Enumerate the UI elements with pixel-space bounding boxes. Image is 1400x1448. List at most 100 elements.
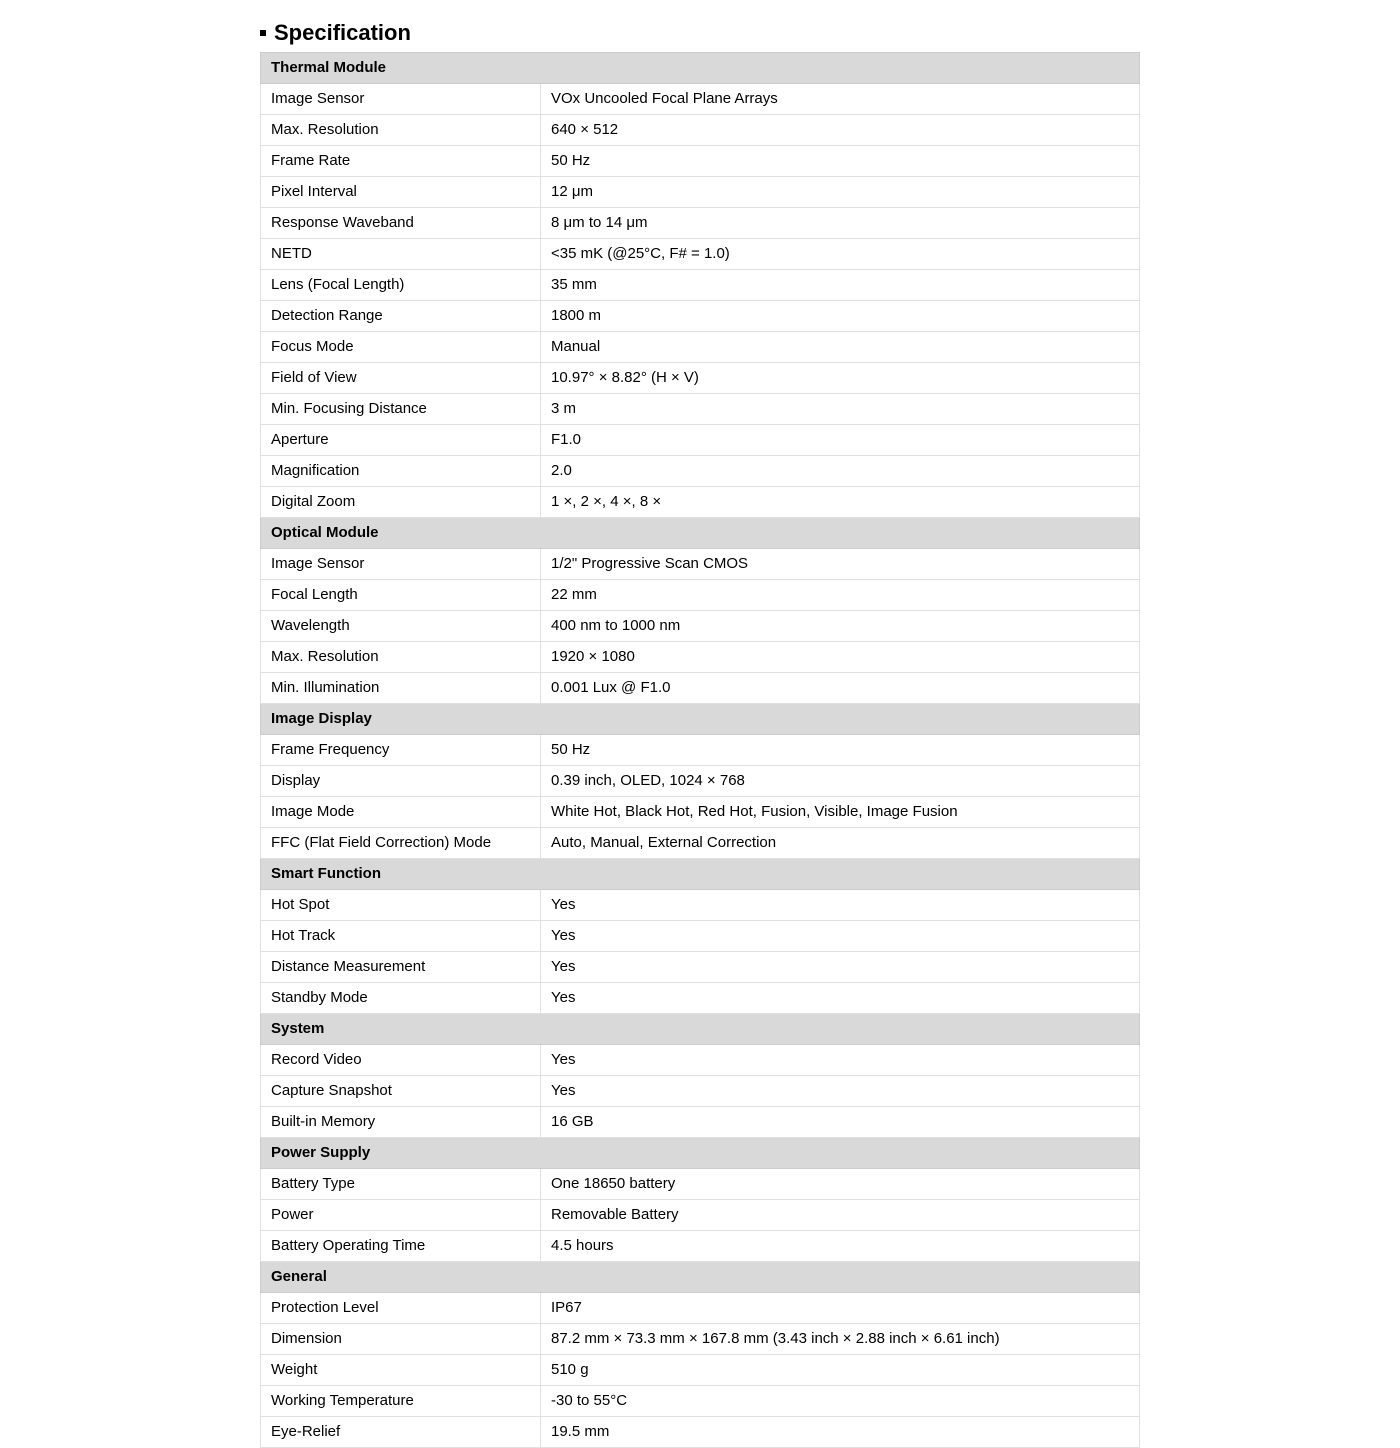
table-row: Battery Operating Time4.5 hours <box>261 1231 1140 1262</box>
row-value: 16 GB <box>541 1107 1140 1138</box>
row-label: Capture Snapshot <box>261 1076 541 1107</box>
table-row: Weight510 g <box>261 1355 1140 1386</box>
row-label: Hot Spot <box>261 890 541 921</box>
row-label: Distance Measurement <box>261 952 541 983</box>
row-value: -30 to 55°C <box>541 1386 1140 1417</box>
table-row: Magnification2.0 <box>261 456 1140 487</box>
section-header: Power Supply <box>261 1138 1140 1169</box>
row-label: Min. Illumination <box>261 673 541 704</box>
row-value: 640 × 512 <box>541 115 1140 146</box>
row-value: 19.5 mm <box>541 1417 1140 1448</box>
row-value: 4.5 hours <box>541 1231 1140 1262</box>
row-value: 22 mm <box>541 580 1140 611</box>
row-label: Pixel Interval <box>261 177 541 208</box>
table-row: Max. Resolution640 × 512 <box>261 115 1140 146</box>
table-row: Response Waveband8 μm to 14 μm <box>261 208 1140 239</box>
row-label: Display <box>261 766 541 797</box>
row-label: Protection Level <box>261 1293 541 1324</box>
row-value: 1 ×, 2 ×, 4 ×, 8 × <box>541 487 1140 518</box>
row-label: Field of View <box>261 363 541 394</box>
table-row: Wavelength400 nm to 1000 nm <box>261 611 1140 642</box>
table-row: Eye-Relief19.5 mm <box>261 1417 1140 1448</box>
row-value: Yes <box>541 1045 1140 1076</box>
table-row: Focal Length22 mm <box>261 580 1140 611</box>
table-row: Record VideoYes <box>261 1045 1140 1076</box>
row-value: 10.97° × 8.82° (H × V) <box>541 363 1140 394</box>
table-row: Pixel Interval12 μm <box>261 177 1140 208</box>
section-header-label: General <box>261 1262 1140 1293</box>
row-value: Yes <box>541 890 1140 921</box>
row-value: <35 mK (@25°C, F# = 1.0) <box>541 239 1140 270</box>
row-value: F1.0 <box>541 425 1140 456</box>
table-row: Focus ModeManual <box>261 332 1140 363</box>
table-row: Standby ModeYes <box>261 983 1140 1014</box>
row-label: Aperture <box>261 425 541 456</box>
section-header-label: Thermal Module <box>261 53 1140 84</box>
row-label: Digital Zoom <box>261 487 541 518</box>
table-row: Protection LevelIP67 <box>261 1293 1140 1324</box>
row-value: 1800 m <box>541 301 1140 332</box>
table-row: Hot TrackYes <box>261 921 1140 952</box>
row-value: Yes <box>541 921 1140 952</box>
row-value: 12 μm <box>541 177 1140 208</box>
section-header: Image Display <box>261 704 1140 735</box>
row-label: Magnification <box>261 456 541 487</box>
table-row: Field of View10.97° × 8.82° (H × V) <box>261 363 1140 394</box>
page-title-row: Specification <box>260 20 1140 46</box>
row-label: Focus Mode <box>261 332 541 363</box>
row-label: FFC (Flat Field Correction) Mode <box>261 828 541 859</box>
table-row: Working Temperature-30 to 55°C <box>261 1386 1140 1417</box>
row-label: Record Video <box>261 1045 541 1076</box>
row-label: Battery Operating Time <box>261 1231 541 1262</box>
row-label: Image Mode <box>261 797 541 828</box>
row-value: 1920 × 1080 <box>541 642 1140 673</box>
row-label: Dimension <box>261 1324 541 1355</box>
row-value: White Hot, Black Hot, Red Hot, Fusion, V… <box>541 797 1140 828</box>
section-header-label: Power Supply <box>261 1138 1140 1169</box>
section-header-label: System <box>261 1014 1140 1045</box>
row-value: Removable Battery <box>541 1200 1140 1231</box>
table-row: Battery TypeOne 18650 battery <box>261 1169 1140 1200</box>
row-value: Yes <box>541 983 1140 1014</box>
section-header-label: Optical Module <box>261 518 1140 549</box>
table-row: NETD<35 mK (@25°C, F# = 1.0) <box>261 239 1140 270</box>
row-value: VOx Uncooled Focal Plane Arrays <box>541 84 1140 115</box>
row-value: 50 Hz <box>541 735 1140 766</box>
section-header: Thermal Module <box>261 53 1140 84</box>
row-value: 0.001 Lux @ F1.0 <box>541 673 1140 704</box>
section-header: General <box>261 1262 1140 1293</box>
row-value: 87.2 mm × 73.3 mm × 167.8 mm (3.43 inch … <box>541 1324 1140 1355</box>
table-row: Image SensorVOx Uncooled Focal Plane Arr… <box>261 84 1140 115</box>
row-value: One 18650 battery <box>541 1169 1140 1200</box>
row-label: Built-in Memory <box>261 1107 541 1138</box>
row-label: Image Sensor <box>261 549 541 580</box>
row-label: Max. Resolution <box>261 115 541 146</box>
row-value: Yes <box>541 1076 1140 1107</box>
row-label: Focal Length <box>261 580 541 611</box>
row-value: IP67 <box>541 1293 1140 1324</box>
table-row: Min. Focusing Distance3 m <box>261 394 1140 425</box>
row-label: Working Temperature <box>261 1386 541 1417</box>
row-value: 2.0 <box>541 456 1140 487</box>
table-row: Image Sensor1/2" Progressive Scan CMOS <box>261 549 1140 580</box>
table-row: Hot SpotYes <box>261 890 1140 921</box>
table-row: Capture SnapshotYes <box>261 1076 1140 1107</box>
row-label: Weight <box>261 1355 541 1386</box>
row-label: Battery Type <box>261 1169 541 1200</box>
row-label: Frame Frequency <box>261 735 541 766</box>
section-header: Optical Module <box>261 518 1140 549</box>
table-row: Frame Rate50 Hz <box>261 146 1140 177</box>
table-row: ApertureF1.0 <box>261 425 1140 456</box>
table-row: Display0.39 inch, OLED, 1024 × 768 <box>261 766 1140 797</box>
row-value: 8 μm to 14 μm <box>541 208 1140 239</box>
row-label: Detection Range <box>261 301 541 332</box>
row-label: Image Sensor <box>261 84 541 115</box>
row-value: 510 g <box>541 1355 1140 1386</box>
row-label: Max. Resolution <box>261 642 541 673</box>
row-value: 35 mm <box>541 270 1140 301</box>
row-label: Power <box>261 1200 541 1231</box>
row-value: 0.39 inch, OLED, 1024 × 768 <box>541 766 1140 797</box>
row-label: Wavelength <box>261 611 541 642</box>
table-row: Distance MeasurementYes <box>261 952 1140 983</box>
row-value: 400 nm to 1000 nm <box>541 611 1140 642</box>
